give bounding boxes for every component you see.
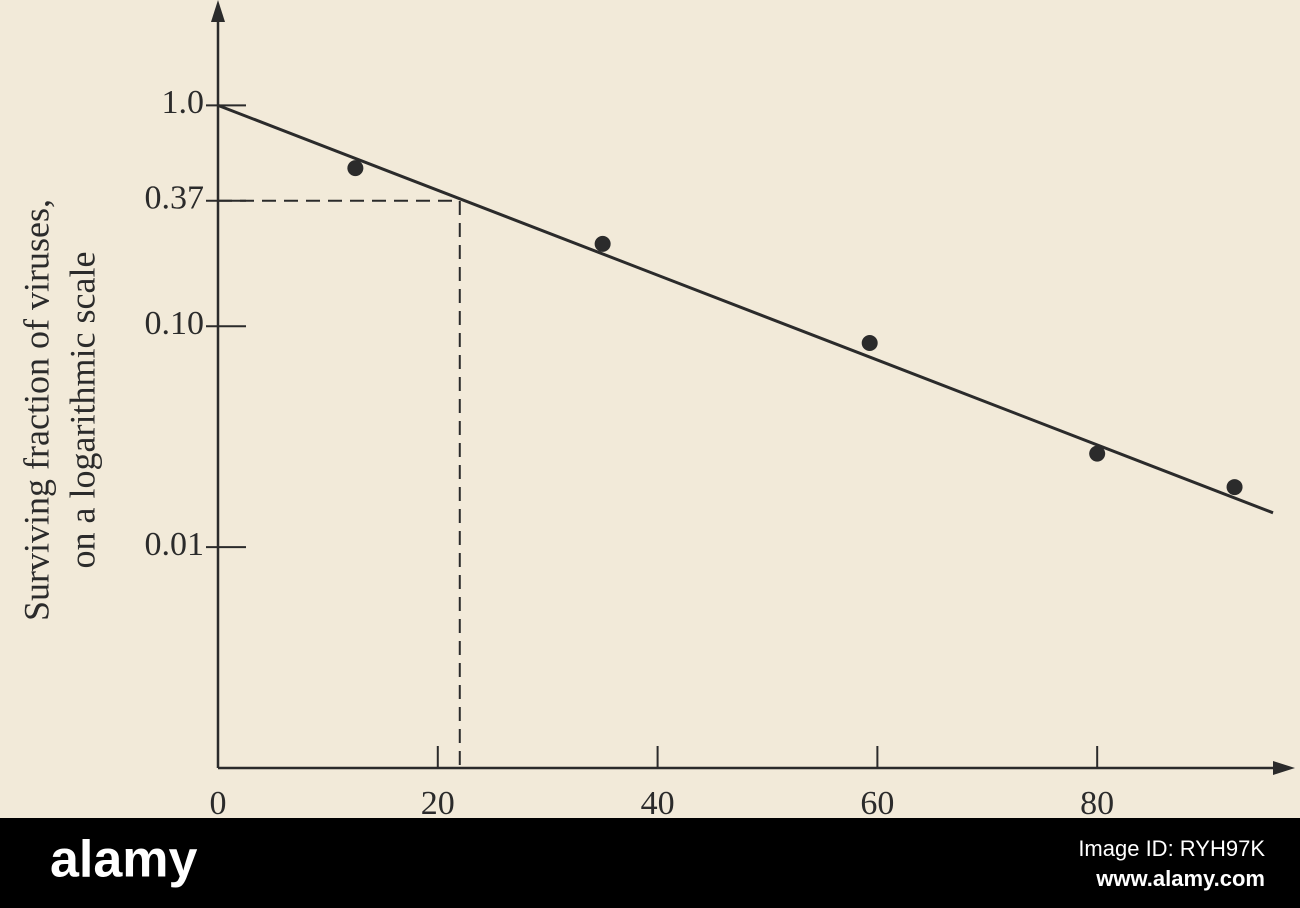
x-tick-label: 80 — [1080, 785, 1114, 822]
x-axis-arrow — [1273, 761, 1295, 775]
y-tick-label: 0.01 — [145, 526, 205, 563]
y-axis-label: Surviving fraction of viruses, — [16, 199, 56, 621]
point — [347, 160, 364, 177]
fit-line — [217, 103, 1274, 515]
y-axis-label: on a logarithmic scale — [62, 252, 102, 569]
y-tick-label: 0.10 — [145, 305, 205, 342]
x-tick-label: 40 — [641, 785, 675, 822]
y-tick-label: 0.37 — [145, 180, 205, 217]
banner-logo: alamy — [50, 831, 198, 889]
banner-url: www.alamy.com — [1095, 866, 1265, 891]
point — [1089, 445, 1106, 462]
y-tick-label: 1.0 — [162, 84, 205, 121]
x-tick-label: 60 — [860, 785, 894, 822]
guide-line — [218, 199, 461, 768]
banner-id: Image ID: RYH97K — [1078, 836, 1265, 861]
y-axis-arrow — [211, 0, 225, 22]
point — [594, 235, 611, 252]
plot: 1.0 0.37 0.10 0.01 0 20 40 60 80 Surviving fracti… — [16, 0, 1295, 822]
banner — [0, 818, 1300, 908]
x-tick-label: 20 — [421, 785, 455, 822]
point — [861, 334, 878, 351]
point — [1226, 479, 1243, 496]
background — [0, 0, 1300, 818]
x-tick-label: 0 — [210, 785, 227, 822]
